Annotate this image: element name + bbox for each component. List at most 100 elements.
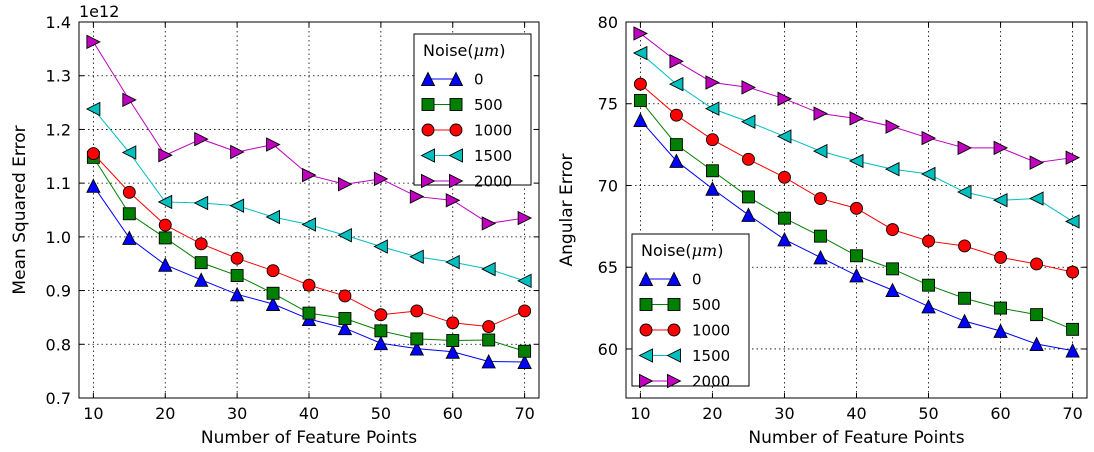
data-point-0-1 (122, 230, 137, 245)
legend-label-0: 0 (692, 271, 702, 289)
data-point-1500-1 (668, 76, 684, 92)
data-point-2000-7 (885, 119, 901, 134)
data-point-500-5 (266, 286, 280, 300)
data-point-1000-7 (886, 223, 899, 237)
data-point-0-6 (849, 267, 864, 283)
data-point-1500-7 (885, 161, 900, 177)
data-point-1000-2 (705, 133, 719, 147)
legend-marker-start-1000 (421, 123, 435, 137)
legend-marker-start-2000 (421, 173, 436, 189)
y-tick-label-3: 75 (598, 95, 618, 114)
data-point-1500-4 (776, 129, 792, 144)
data-point-2000-8 (921, 130, 937, 146)
data-point-2000-12 (1065, 150, 1081, 165)
data-point-2000-0 (633, 26, 648, 41)
data-point-1000-11 (482, 320, 496, 334)
data-point-0-8 (373, 335, 389, 351)
data-point-500-10 (446, 334, 460, 347)
data-point-500-8 (922, 278, 935, 292)
data-point-0-5 (813, 249, 828, 265)
y-tick-label-6: 1.3 (46, 67, 71, 86)
series-line-2000 (640, 33, 1073, 164)
data-point-2000-9 (957, 140, 973, 156)
series-500 (86, 150, 532, 358)
axis-offset-text: 1e12 (79, 2, 119, 21)
y-axis-label: Angular Error (557, 154, 577, 267)
data-point-0-2 (158, 257, 173, 272)
legend-label-1500: 1500 (474, 147, 512, 165)
data-point-1000-12 (518, 304, 532, 318)
data-point-1000-12 (1066, 265, 1080, 279)
data-point-500-1 (122, 207, 136, 221)
data-point-500-7 (338, 312, 352, 325)
data-point-500-0 (633, 94, 647, 107)
x-tick-label-5: 60 (990, 404, 1010, 423)
x-tick-label-3: 40 (846, 404, 866, 423)
data-point-500-9 (958, 291, 971, 305)
legend-label-1000: 1000 (474, 122, 512, 140)
legend-title: Noise(μm) (423, 41, 505, 60)
legend-marker-end-0 (666, 271, 682, 286)
data-point-0-4 (229, 286, 245, 302)
legend-title-unit: μm (692, 241, 718, 260)
legend-marker-end-1000 (667, 323, 681, 337)
data-point-1500-10 (993, 192, 1008, 208)
data-point-2000-2 (705, 75, 720, 90)
legend-marker-end-2000 (667, 373, 682, 389)
data-point-1000-4 (230, 251, 244, 265)
y-axis-label: Mean Squared Error (10, 125, 30, 294)
data-point-0-3 (741, 207, 756, 222)
y-tick-label-0: 60 (598, 340, 618, 359)
x-tick-label-0: 10 (630, 404, 650, 423)
x-tick-label-5: 60 (443, 404, 463, 423)
data-point-500-1 (669, 138, 683, 152)
data-point-1000-8 (374, 308, 388, 322)
legend-entry-2000: 2000 (421, 173, 512, 191)
chart-panel-1: 10 20 30 40 50 60 70 0.7 0.8 0.9 1.0 1.1 1.2 1.3 1.4 Nu… (10, 2, 540, 448)
legend-marker-end-1000 (449, 123, 463, 137)
series-1000 (86, 147, 532, 334)
data-point-1500-3 (740, 114, 756, 129)
data-point-2000-0 (86, 34, 101, 50)
legend-title-close: ) (717, 241, 723, 260)
data-point-0-11 (1029, 336, 1044, 352)
series-0 (633, 112, 1080, 358)
y-tick-label-4: 1.1 (46, 174, 71, 193)
data-point-1500-10 (445, 254, 460, 270)
y-tick-label-3: 1.0 (46, 228, 71, 247)
chart-panel-2: 10 20 30 40 50 60 70 60 65 70 75 80 Number of Featur… (557, 13, 1088, 448)
data-point-500-2 (705, 164, 719, 178)
data-point-0-3 (193, 272, 209, 287)
data-point-1500-11 (1029, 191, 1044, 206)
data-point-500-6 (302, 306, 316, 320)
legend-title-unit: μm (474, 41, 500, 60)
data-point-500-3 (742, 190, 755, 204)
data-point-2000-9 (409, 189, 425, 204)
data-point-0-10 (993, 323, 1008, 338)
legend-label-1000: 1000 (692, 322, 730, 340)
legend-label-2000: 2000 (692, 373, 730, 391)
data-point-500-11 (482, 333, 496, 347)
x-tick-label-4: 50 (371, 404, 391, 423)
data-point-2000-12 (517, 210, 533, 226)
data-point-1500-2 (704, 101, 720, 116)
x-axis-label: Number of Feature Points (201, 428, 417, 448)
legend-entry-1500: 1500 (420, 147, 512, 165)
x-tick-label-0: 10 (83, 404, 103, 423)
data-point-2000-11 (481, 216, 497, 231)
data-point-1500-8 (921, 166, 936, 182)
legend-marker-end-500 (667, 298, 681, 311)
x-tick-label-6: 70 (514, 404, 534, 423)
data-point-1000-5 (814, 192, 827, 206)
y-tick-label-1: 0.8 (46, 335, 71, 354)
series-1500 (632, 45, 1080, 229)
data-point-2000-10 (993, 140, 1009, 156)
legend-entry-1000: 1000 (421, 122, 512, 140)
data-point-1000-11 (1030, 257, 1044, 271)
y-tick-label-0: 0.7 (46, 389, 71, 408)
data-point-0-0 (633, 112, 648, 128)
y-tick-label-7: 1.4 (46, 13, 71, 32)
legend-marker-end-1500 (448, 148, 463, 163)
data-point-2000-6 (302, 167, 317, 183)
data-point-2000-11 (1029, 155, 1045, 170)
